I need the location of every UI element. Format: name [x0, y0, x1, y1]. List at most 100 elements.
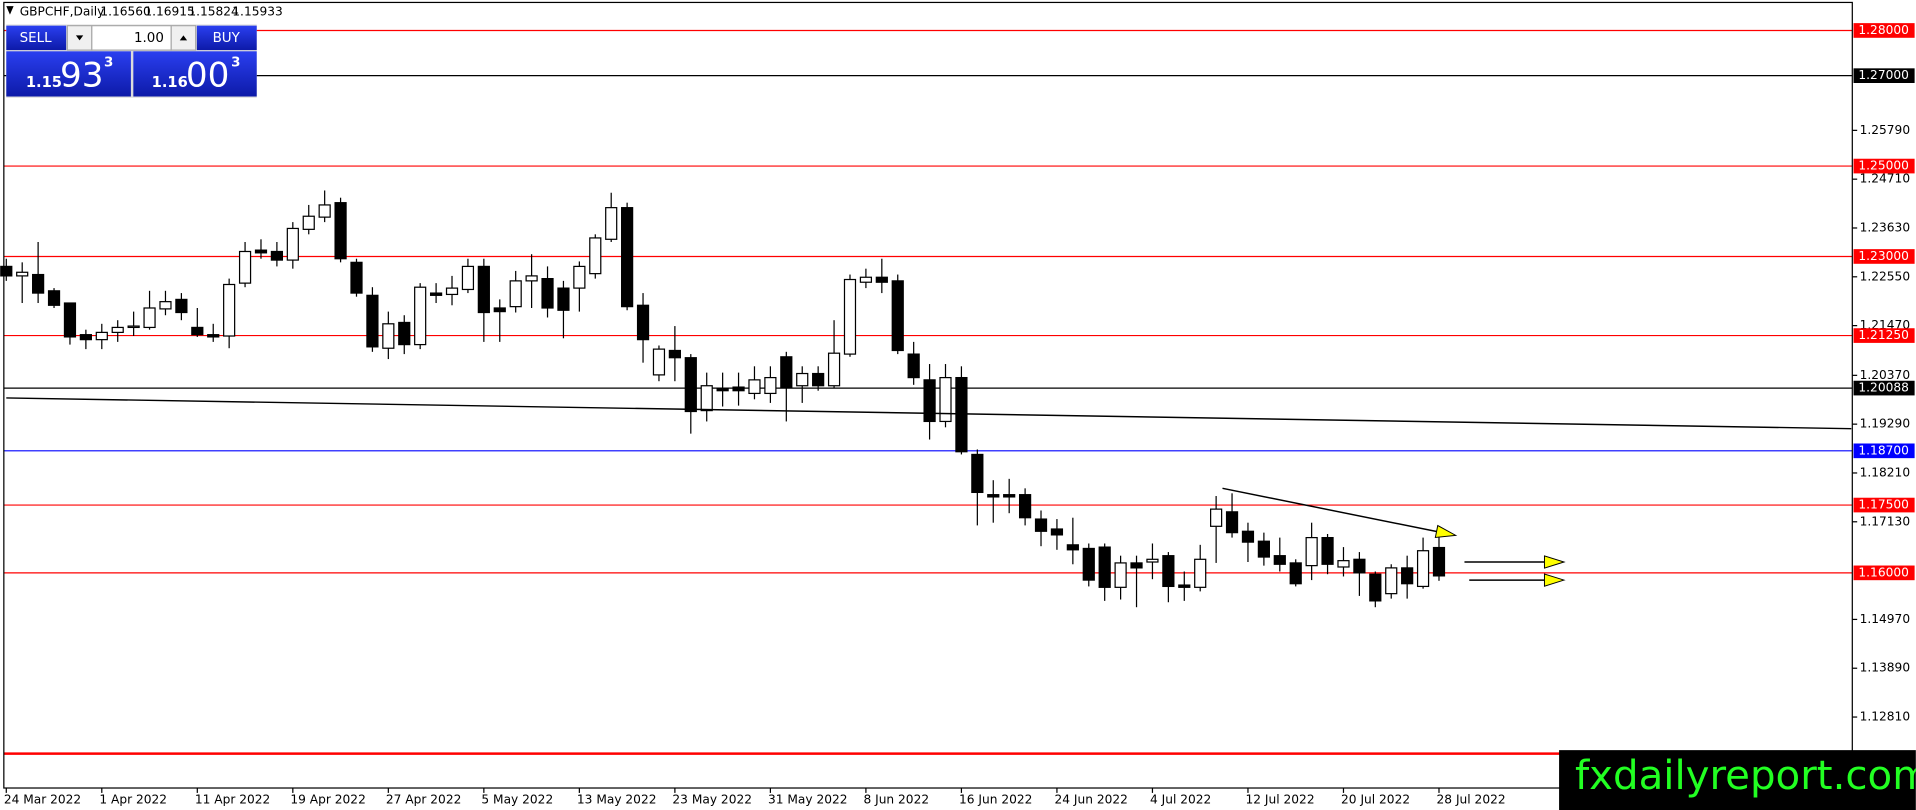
candle-body	[350, 261, 363, 294]
symbol-icon	[6, 6, 14, 15]
candle-body	[477, 265, 490, 314]
candle-body	[796, 372, 809, 387]
level-label: 1.20088	[1858, 381, 1908, 395]
level-label-bg	[1853, 565, 1915, 581]
header-close: 1.15933	[232, 5, 282, 19]
candle-body	[143, 307, 156, 329]
candle-body	[987, 494, 1000, 498]
x-tick-label: 11 Apr 2022	[195, 793, 270, 807]
y-tick-label: 1.17130	[1860, 514, 1910, 528]
candle-body	[414, 286, 427, 346]
candle-body	[1003, 494, 1016, 498]
candle-body	[1401, 567, 1414, 585]
level-label: 1.16000	[1858, 565, 1908, 579]
candle-body	[334, 202, 347, 260]
up-arrow[interactable]	[179, 35, 188, 41]
y-tick-label: 1.19290	[1860, 417, 1910, 431]
y-tick-label: 1.25790	[1860, 123, 1910, 137]
header-open: 1.16560	[100, 5, 150, 19]
candle-body	[1082, 547, 1095, 581]
candle-body	[1114, 562, 1127, 588]
candle-body	[1050, 528, 1064, 536]
candle-body	[955, 376, 968, 453]
candle-body	[16, 271, 29, 277]
header-low: 1.15824	[188, 5, 239, 19]
arrow-head	[1434, 524, 1458, 539]
candle-body	[175, 298, 188, 314]
candle-body	[827, 352, 841, 387]
buy-button[interactable]	[196, 25, 257, 51]
candle-body	[398, 321, 411, 346]
candle-body	[429, 292, 443, 296]
candle-body	[191, 326, 204, 336]
sell-label[interactable]: SELL	[20, 31, 52, 46]
candle-body	[111, 326, 124, 334]
level-label-bg	[1853, 158, 1915, 174]
lot-value[interactable]: 1.00	[134, 31, 164, 46]
y-tick-label: 1.23630	[1860, 220, 1910, 234]
candle-body	[95, 331, 108, 341]
candle-body	[207, 334, 220, 338]
level-label-bg	[1853, 328, 1915, 343]
sell-price-box[interactable]	[6, 51, 131, 97]
candle-body	[286, 227, 299, 261]
candle-body	[939, 376, 952, 423]
x-tick-label: 31 May 2022	[768, 793, 848, 807]
down-arrow[interactable]	[75, 35, 84, 41]
candle-body	[605, 207, 618, 240]
sell-button[interactable]	[6, 25, 67, 51]
candle-body	[780, 356, 793, 388]
candle-body	[127, 325, 140, 329]
candle-body	[636, 304, 650, 341]
lot-input[interactable]	[91, 25, 172, 51]
candle-body	[302, 215, 315, 230]
level-label-bg	[1853, 68, 1915, 83]
candle-body	[1146, 558, 1159, 563]
buy-price-box[interactable]	[133, 51, 257, 97]
candle-body	[1225, 511, 1239, 534]
candle-body	[32, 273, 45, 294]
candle-body	[318, 204, 331, 218]
candle-body	[223, 283, 236, 337]
candle-body	[525, 275, 538, 282]
candle-body	[843, 278, 857, 355]
level-label: 1.23000	[1858, 249, 1908, 263]
y-tick-label: 1.24710	[1860, 172, 1910, 186]
x-tick-label: 24 Jun 2022	[1054, 793, 1127, 807]
x-tick-label: 8 Jun 2022	[863, 793, 929, 807]
buy-fraction: 3	[231, 55, 240, 70]
level-label-bg	[1853, 23, 1915, 38]
level-label: 1.17500	[1858, 498, 1908, 512]
sell-fraction: 3	[104, 55, 113, 70]
candle-body	[1416, 550, 1430, 588]
candle-body	[684, 357, 697, 413]
candle-body	[589, 237, 602, 275]
level-label: 1.25000	[1858, 159, 1908, 173]
candle-body	[1066, 544, 1079, 551]
trendline	[6, 397, 1852, 430]
header-high: 1.16915	[144, 5, 194, 19]
candle-body	[700, 385, 713, 412]
candle-body	[1337, 560, 1350, 568]
candle-body	[1034, 518, 1048, 532]
level-label-bg	[1853, 497, 1915, 513]
candle-body	[652, 348, 666, 376]
x-tick-label: 28 Jul 2022	[1437, 793, 1506, 807]
candle-body	[63, 302, 77, 338]
buy-label[interactable]: BUY	[213, 31, 241, 46]
candle-body	[1194, 558, 1207, 588]
trendline	[1222, 487, 1454, 536]
candle-body	[1162, 555, 1175, 588]
candle-body	[1385, 567, 1398, 595]
candle-body	[445, 287, 459, 296]
candle-body	[907, 353, 920, 379]
candle-body	[461, 265, 475, 291]
candle-body	[573, 265, 586, 289]
candle-body	[1353, 558, 1366, 574]
candle-body	[812, 372, 825, 387]
y-tick-label: 1.13890	[1860, 661, 1910, 675]
buy-pips: 00	[186, 55, 230, 95]
candle-body	[621, 207, 634, 308]
candle-body	[1273, 555, 1286, 565]
